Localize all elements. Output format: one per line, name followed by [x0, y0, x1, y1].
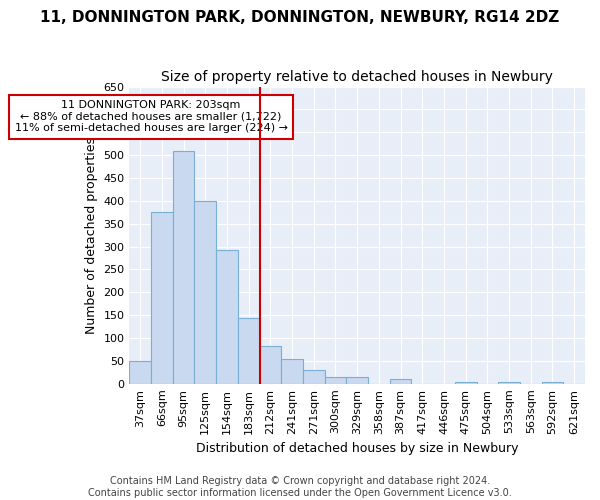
Bar	[303, 370, 325, 384]
X-axis label: Distribution of detached houses by size in Newbury: Distribution of detached houses by size …	[196, 442, 518, 455]
Title: Size of property relative to detached houses in Newbury: Size of property relative to detached ho…	[161, 70, 553, 84]
Bar	[130, 361, 151, 384]
Text: Contains HM Land Registry data © Crown copyright and database right 2024.
Contai: Contains HM Land Registry data © Crown c…	[88, 476, 512, 498]
Bar	[151, 212, 173, 384]
Bar	[281, 358, 303, 384]
Text: 11, DONNINGTON PARK, DONNINGTON, NEWBURY, RG14 2DZ: 11, DONNINGTON PARK, DONNINGTON, NEWBURY…	[40, 10, 560, 25]
Bar	[238, 318, 260, 384]
Bar	[173, 150, 194, 384]
Y-axis label: Number of detached properties: Number of detached properties	[85, 136, 98, 334]
Bar	[216, 250, 238, 384]
Bar	[260, 346, 281, 384]
Text: 11 DONNINGTON PARK: 203sqm
← 88% of detached houses are smaller (1,722)
11% of s: 11 DONNINGTON PARK: 203sqm ← 88% of deta…	[14, 100, 287, 134]
Bar	[498, 382, 520, 384]
Bar	[346, 377, 368, 384]
Bar	[325, 377, 346, 384]
Bar	[542, 382, 563, 384]
Bar	[194, 201, 216, 384]
Bar	[455, 382, 476, 384]
Bar	[390, 379, 412, 384]
